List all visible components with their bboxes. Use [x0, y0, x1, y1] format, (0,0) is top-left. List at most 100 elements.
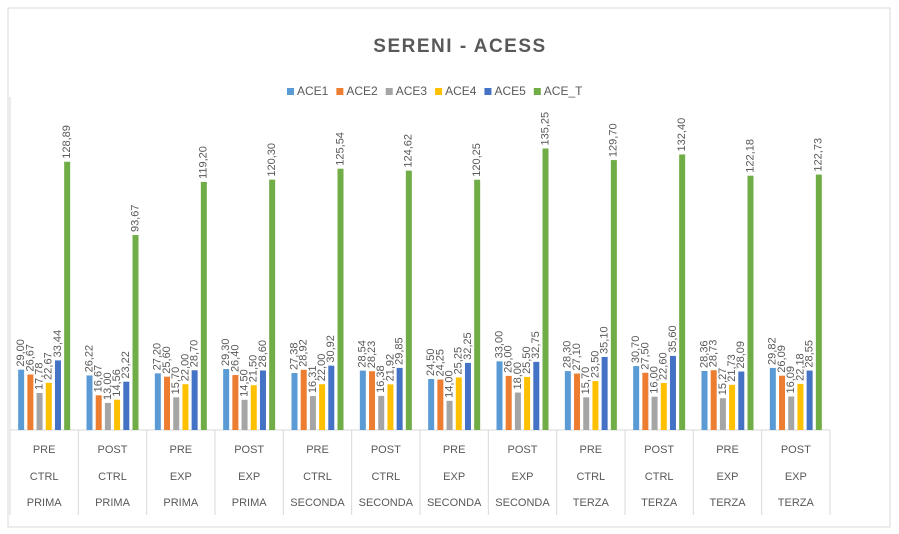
x-tick-label: TERZA [778, 497, 815, 509]
x-tick-label: EXP [170, 471, 192, 483]
x-tick-label: EXP [785, 471, 807, 483]
data-label: 29,82 [767, 337, 779, 365]
bar [123, 381, 130, 430]
x-tick-label: CTRL [371, 471, 400, 483]
data-label: 35,10 [599, 326, 611, 354]
data-label: 14,00 [443, 370, 455, 398]
bar [300, 369, 307, 430]
data-label: 120,30 [266, 143, 278, 177]
x-tick-label: EXP [238, 471, 260, 483]
bar [788, 396, 795, 430]
legend-label: ACE1 [297, 84, 329, 98]
legend-swatch [336, 88, 344, 95]
x-tick-label: SECONDA [290, 497, 345, 509]
data-label: 25,60 [161, 346, 173, 374]
x-tick-label: POST [508, 444, 538, 456]
bar [514, 392, 521, 430]
data-label: 122,73 [813, 138, 825, 172]
bar [633, 366, 640, 430]
bar [154, 373, 161, 430]
bar [574, 373, 581, 430]
bar [241, 399, 248, 430]
data-label: 23,50 [589, 351, 601, 379]
bar [679, 154, 686, 430]
x-tick-label: PRE [33, 444, 56, 456]
data-label: 28,23 [366, 341, 378, 369]
x-tick-label: CTRL [30, 471, 59, 483]
legend-label: ACE5 [494, 84, 526, 98]
data-label: 25,50 [521, 346, 533, 374]
data-label: 28,54 [357, 340, 369, 368]
x-tick-label: PRE [716, 444, 739, 456]
data-label: 18,00 [512, 362, 524, 390]
data-label: 30,70 [630, 336, 642, 364]
x-tick-label: POST [644, 444, 674, 456]
bar [601, 356, 608, 430]
data-label: 33,00 [493, 331, 505, 359]
data-label: 120,25 [471, 143, 483, 177]
data-label: 119,20 [198, 146, 210, 179]
bar [319, 384, 326, 430]
data-label: 14,50 [238, 369, 250, 397]
data-label: 28,60 [257, 340, 269, 368]
legend-swatch [533, 88, 541, 95]
bar [815, 174, 822, 430]
legend-label: ACE_T [544, 84, 583, 98]
data-label: 27,20 [152, 343, 164, 371]
bar [27, 374, 34, 430]
data-label: 35,60 [667, 325, 679, 353]
bar [328, 365, 335, 430]
bar [104, 402, 111, 430]
bar [269, 179, 276, 430]
legend-label: ACE3 [396, 84, 428, 98]
data-label: 13,00 [102, 372, 114, 400]
data-label: 32,25 [462, 332, 474, 360]
data-label: 27,38 [288, 342, 300, 370]
x-tick-label: EXP [716, 471, 738, 483]
bar [779, 375, 786, 430]
data-label: 28,92 [298, 339, 310, 367]
data-label: 26,00 [503, 345, 515, 373]
bar [232, 375, 239, 430]
bar [164, 376, 171, 430]
data-label: 15,27 [717, 368, 729, 396]
data-label: 22,18 [794, 353, 806, 381]
bar [446, 400, 453, 430]
bar [747, 175, 754, 430]
bar [610, 160, 617, 430]
bar [223, 369, 230, 430]
data-label: 24,50 [425, 348, 437, 376]
bar [378, 395, 385, 430]
data-label: 29,30 [220, 338, 232, 366]
bar [496, 361, 503, 430]
x-tick-label: PRIMA [232, 497, 268, 509]
x-tick-label: PRIMA [95, 497, 131, 509]
x-tick-label: TERZA [573, 497, 610, 509]
bar [729, 384, 736, 430]
bar [437, 379, 444, 430]
x-tick-label: PRE [170, 444, 193, 456]
data-label: 32,75 [530, 331, 542, 359]
bar [583, 397, 590, 430]
data-label: 26,67 [24, 344, 36, 372]
data-label: 135,25 [539, 112, 551, 146]
x-tick-label: POST [98, 444, 128, 456]
bar [86, 375, 93, 430]
data-label: 16,67 [93, 365, 105, 393]
legend-label: ACE4 [445, 84, 477, 98]
bar [200, 181, 207, 430]
data-label: 28,73 [708, 340, 720, 368]
x-tick-label: POST [371, 444, 401, 456]
data-label: 29,85 [394, 337, 406, 365]
data-label: 29,00 [15, 339, 27, 367]
bar [642, 372, 649, 430]
bar [359, 370, 366, 430]
data-label: 21,92 [384, 354, 396, 382]
data-label: 28,55 [804, 340, 816, 368]
data-label: 23,22 [120, 351, 132, 379]
bar [182, 384, 189, 430]
data-label: 129,70 [608, 123, 620, 157]
bar [191, 370, 198, 430]
data-label: 21,50 [248, 355, 260, 383]
